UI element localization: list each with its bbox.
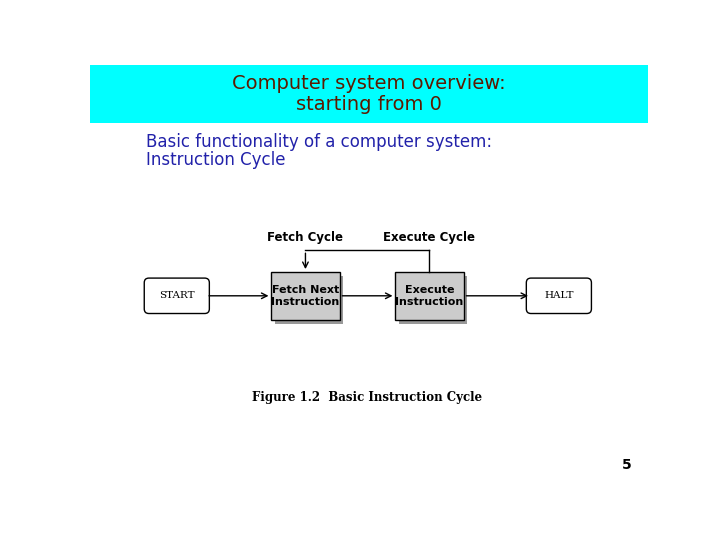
Text: Instruction Cycle: Instruction Cycle [145,151,285,168]
FancyBboxPatch shape [395,272,464,320]
FancyBboxPatch shape [275,276,343,323]
Text: Computer system overview:: Computer system overview: [232,74,506,93]
Text: Execute
Instruction: Execute Instruction [395,285,464,307]
Text: Execute Cycle: Execute Cycle [384,231,475,244]
FancyBboxPatch shape [526,278,591,314]
Text: Fetch Cycle: Fetch Cycle [267,231,343,244]
Text: Basic functionality of a computer system:: Basic functionality of a computer system… [145,133,492,151]
Text: starting from 0: starting from 0 [296,96,442,114]
Text: Figure 1.2  Basic Instruction Cycle: Figure 1.2 Basic Instruction Cycle [253,391,482,404]
Text: Fetch Next
Instruction: Fetch Next Instruction [271,285,340,307]
FancyBboxPatch shape [90,65,648,123]
Text: START: START [159,291,194,300]
FancyBboxPatch shape [399,276,467,323]
Text: 5: 5 [621,458,631,472]
Text: HALT: HALT [544,291,574,300]
FancyBboxPatch shape [144,278,210,314]
FancyBboxPatch shape [271,272,340,320]
